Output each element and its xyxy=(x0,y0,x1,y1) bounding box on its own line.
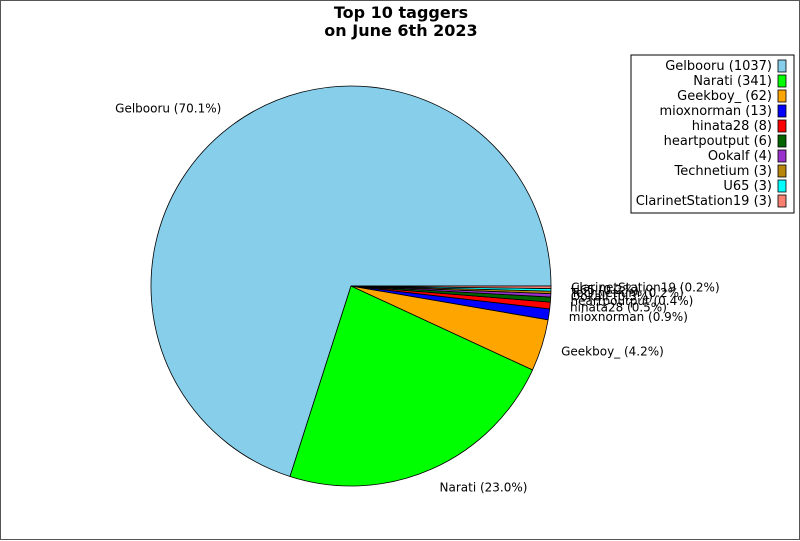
pie-labels: Gelbooru (70.1%) Narati (23.0%) Geekboy_ (… xyxy=(115,101,719,494)
pie-slice xyxy=(150,85,552,477)
legend-swatch xyxy=(777,104,787,118)
legend-swatch xyxy=(777,164,787,178)
slice-label: Technetium (0.2%) xyxy=(570,286,684,300)
slice-label: Narati (23.0%) xyxy=(440,480,528,494)
legend-swatch xyxy=(777,134,787,148)
slice-label: Ookalf (0.3%) xyxy=(571,289,653,303)
chart-title-line-2: on June 6th 2023 xyxy=(324,21,477,40)
legend-label: heartpoutput (6) xyxy=(664,134,772,149)
legend-swatch xyxy=(777,194,787,208)
legend-label: Technetium (3) xyxy=(673,164,772,179)
pie-slices xyxy=(150,85,552,487)
legend-label: Ookalf (4) xyxy=(708,149,772,164)
legend: Gelbooru (1037)Narati (341)Geekboy_ (62)… xyxy=(630,54,795,214)
legend-label: Gelbooru (1037) xyxy=(665,59,772,74)
slice-label: hinata28 (0.5%) xyxy=(570,300,667,314)
legend-label: Narati (341) xyxy=(693,74,772,89)
legend-label: mioxnorman (13) xyxy=(659,104,772,119)
slice-label: Gelbooru (70.1%) xyxy=(115,101,221,115)
pie-slice xyxy=(350,285,552,289)
legend-swatch xyxy=(777,59,787,73)
slice-label: mioxnorman (0.9%) xyxy=(569,310,688,324)
legend-swatch xyxy=(777,149,787,163)
slice-label: Geekboy_ (4.2%) xyxy=(561,344,664,358)
legend-label: Geekboy_ (62) xyxy=(677,89,772,104)
chart-title-line-1: Top 10 taggers xyxy=(334,3,468,22)
pie-slice xyxy=(289,285,534,487)
legend-label: U65 (3) xyxy=(723,179,772,194)
slice-label: heartpoutput (0.4%) xyxy=(571,294,694,308)
legend-label: ClarinetStation19 (3) xyxy=(636,194,772,209)
legend-swatch xyxy=(777,74,787,88)
legend-swatch xyxy=(777,179,787,193)
legend-label: hinata28 (8) xyxy=(692,119,772,134)
slice-label: ClarinetStation19 (0.2%) xyxy=(571,280,720,294)
legend-box xyxy=(630,54,795,214)
slice-label: U65 (0.2%) xyxy=(571,283,639,297)
legend-swatch xyxy=(777,119,787,133)
legend-swatch xyxy=(777,89,787,103)
